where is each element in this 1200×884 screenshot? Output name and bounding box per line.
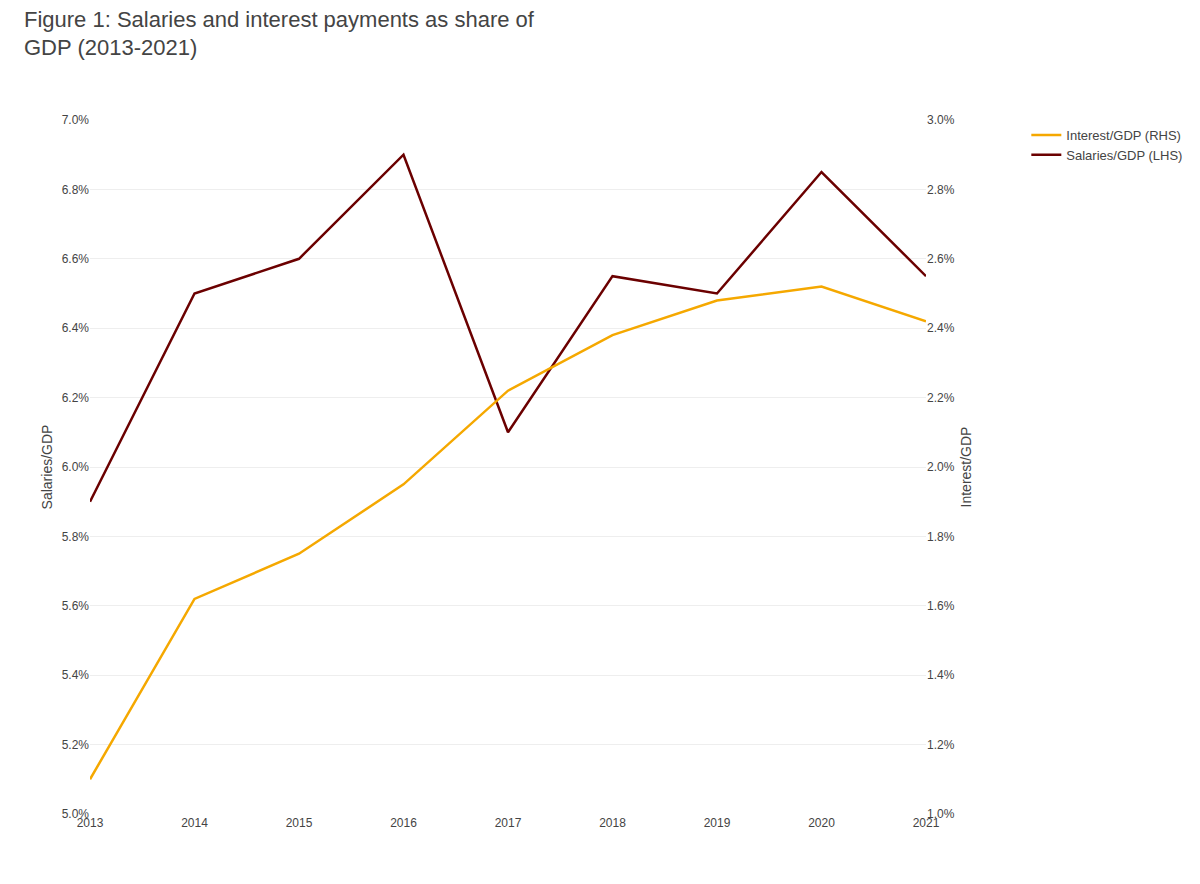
svg-text:Figure 1: Salaries and interes: Figure 1: Salaries and interest payments… — [24, 7, 535, 61]
svg-text:2.2%: 2.2% — [927, 391, 955, 405]
svg-text:Salaries/GDP: Salaries/GDP — [39, 425, 55, 510]
svg-text:2.0%: 2.0% — [927, 460, 955, 474]
svg-text:2.6%: 2.6% — [927, 252, 955, 266]
svg-text:5.8%: 5.8% — [62, 530, 90, 544]
svg-text:2016: 2016 — [390, 816, 417, 830]
svg-text:Interest/GDP (RHS): Interest/GDP (RHS) — [1066, 128, 1181, 143]
svg-text:1.4%: 1.4% — [927, 668, 955, 682]
svg-text:2020: 2020 — [808, 816, 835, 830]
svg-text:6.0%: 6.0% — [62, 460, 90, 474]
svg-text:6.6%: 6.6% — [62, 252, 90, 266]
svg-text:1.2%: 1.2% — [927, 738, 955, 752]
svg-text:2019: 2019 — [704, 816, 731, 830]
svg-text:5.0%: 5.0% — [62, 807, 90, 821]
svg-text:Salaries/GDP (LHS): Salaries/GDP (LHS) — [1066, 148, 1182, 163]
svg-text:2015: 2015 — [286, 816, 313, 830]
svg-text:2018: 2018 — [599, 816, 626, 830]
svg-text:2013: 2013 — [77, 816, 104, 830]
svg-text:6.8%: 6.8% — [62, 183, 90, 197]
svg-text:2.4%: 2.4% — [927, 321, 955, 335]
svg-text:7.0%: 7.0% — [62, 113, 90, 127]
svg-text:5.6%: 5.6% — [62, 599, 90, 613]
svg-text:3.0%: 3.0% — [927, 113, 955, 127]
svg-text:Interest/GDP: Interest/GDP — [958, 427, 974, 508]
svg-text:2014: 2014 — [181, 816, 208, 830]
svg-text:6.4%: 6.4% — [62, 321, 90, 335]
svg-text:1.6%: 1.6% — [927, 599, 955, 613]
svg-text:1.8%: 1.8% — [927, 530, 955, 544]
svg-text:2017: 2017 — [495, 816, 522, 830]
svg-text:5.4%: 5.4% — [62, 668, 90, 682]
svg-text:2.8%: 2.8% — [927, 183, 955, 197]
svg-text:6.2%: 6.2% — [62, 391, 90, 405]
svg-text:2021: 2021 — [913, 816, 940, 830]
svg-text:5.2%: 5.2% — [62, 738, 90, 752]
svg-text:1.0%: 1.0% — [927, 807, 955, 821]
